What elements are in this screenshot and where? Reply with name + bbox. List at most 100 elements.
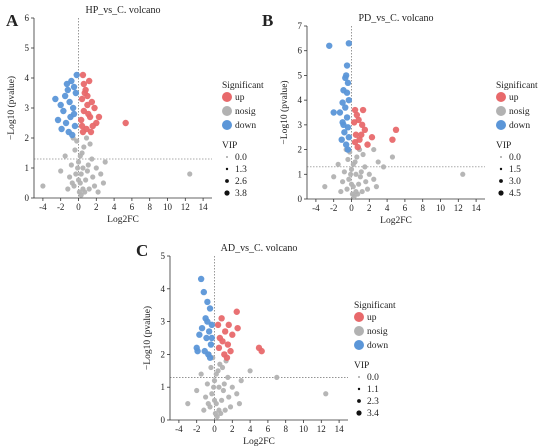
y-tick-label: 0 [161,415,166,425]
point-nosig [205,401,211,407]
point-down [208,321,216,329]
x-tick-label: 10 [299,424,309,434]
legend-swatch-nosig [354,326,364,336]
point-down [57,101,64,109]
point-nosig [371,146,377,153]
y-tick-label: 1 [25,163,30,173]
point-up [354,143,361,151]
point-nosig [354,154,360,160]
point-nosig [220,387,226,394]
point-nosig [221,381,227,387]
point-nosig [69,180,75,186]
legend-vip-label: 3.8 [235,189,247,199]
point-nosig [359,188,365,195]
x-tick-label: 14 [472,203,482,213]
point-nosig [247,368,253,374]
point-up [87,128,95,136]
point-nosig [219,397,225,403]
point-nosig [68,162,74,168]
point-up [359,106,367,114]
point-up [79,71,87,79]
legend-swatch-up [496,92,506,102]
x-axis-label: Log2FC [107,215,139,225]
x-tick-label: 4 [248,424,253,434]
point-nosig [185,401,191,407]
point-down [342,72,350,79]
point-nosig [75,159,82,165]
point-down [343,114,351,121]
point-nosig [236,401,243,407]
point-down [72,89,80,97]
point-up [88,98,96,106]
point-down [344,146,352,153]
legend-vip-label: 3.0 [509,177,521,187]
point-down [345,40,353,47]
point-down [342,141,350,148]
y-tick-label: 2 [298,145,303,155]
point-up [214,321,222,329]
x-tick-label: 14 [199,202,209,212]
y-tick-label: 0 [298,194,303,204]
point-nosig [219,364,226,371]
point-down [340,121,347,129]
legend-vip-dot [358,376,360,378]
point-down [326,42,333,49]
point-down [207,341,215,348]
point-nosig [335,161,341,167]
point-up [223,354,231,361]
legend-vip-dot [500,156,502,158]
point-up [77,116,85,124]
point-nosig [80,186,86,192]
legend-title-significant: Significant [222,80,264,91]
legend-vip-dot [499,167,503,171]
point-nosig [338,188,344,195]
x-tick-label: 10 [163,202,173,212]
point-up [219,338,226,345]
point-up [353,111,361,119]
point-nosig [380,164,387,170]
point-up [218,315,225,322]
point-nosig [201,407,207,413]
point-down [345,134,353,141]
point-nosig [80,165,86,171]
x-tick-label: 6 [266,424,271,434]
legend-swatch-down [222,120,232,130]
y-tick-label: 5 [298,70,303,80]
legend-title-vip: VIP [222,141,237,151]
point-up [80,80,88,88]
x-tick-label: 6 [403,203,408,213]
point-down [194,347,201,355]
point-down [63,80,71,88]
legend-vip-dot [498,190,504,196]
point-down [203,334,210,342]
point-nosig [222,407,228,413]
point-down [70,83,78,91]
point-nosig [67,174,73,180]
point-up [352,131,360,138]
point-nosig [65,186,71,192]
point-down [197,275,205,283]
legend-vip-label: 0.0 [509,153,521,163]
legend-vip-dot [357,387,361,391]
legend-vip-dot [356,410,362,416]
legend-label-nosig: nosig [509,107,530,117]
x-tick-label: 12 [317,424,326,434]
point-down [204,318,211,325]
point-nosig [58,168,64,174]
y-tick-label: 7 [298,21,303,31]
point-nosig [198,371,204,377]
point-down [73,71,80,79]
point-down [205,328,213,335]
point-up [215,344,223,352]
legend-label-down: down [367,341,388,351]
y-axis-label: −Log10 (pvalue) [6,76,17,140]
point-nosig [371,176,377,182]
point-nosig [78,171,84,177]
point-down [62,119,70,127]
legend-vip-label: 0.0 [235,153,247,163]
point-down [198,324,206,332]
point-nosig [345,156,351,163]
point-up [78,122,86,130]
point-up [84,92,91,100]
panel-c: C AD_vs_C. volcano-4 -2 0 2 4 6 8 10 12 14012345Lo… [136,241,396,447]
